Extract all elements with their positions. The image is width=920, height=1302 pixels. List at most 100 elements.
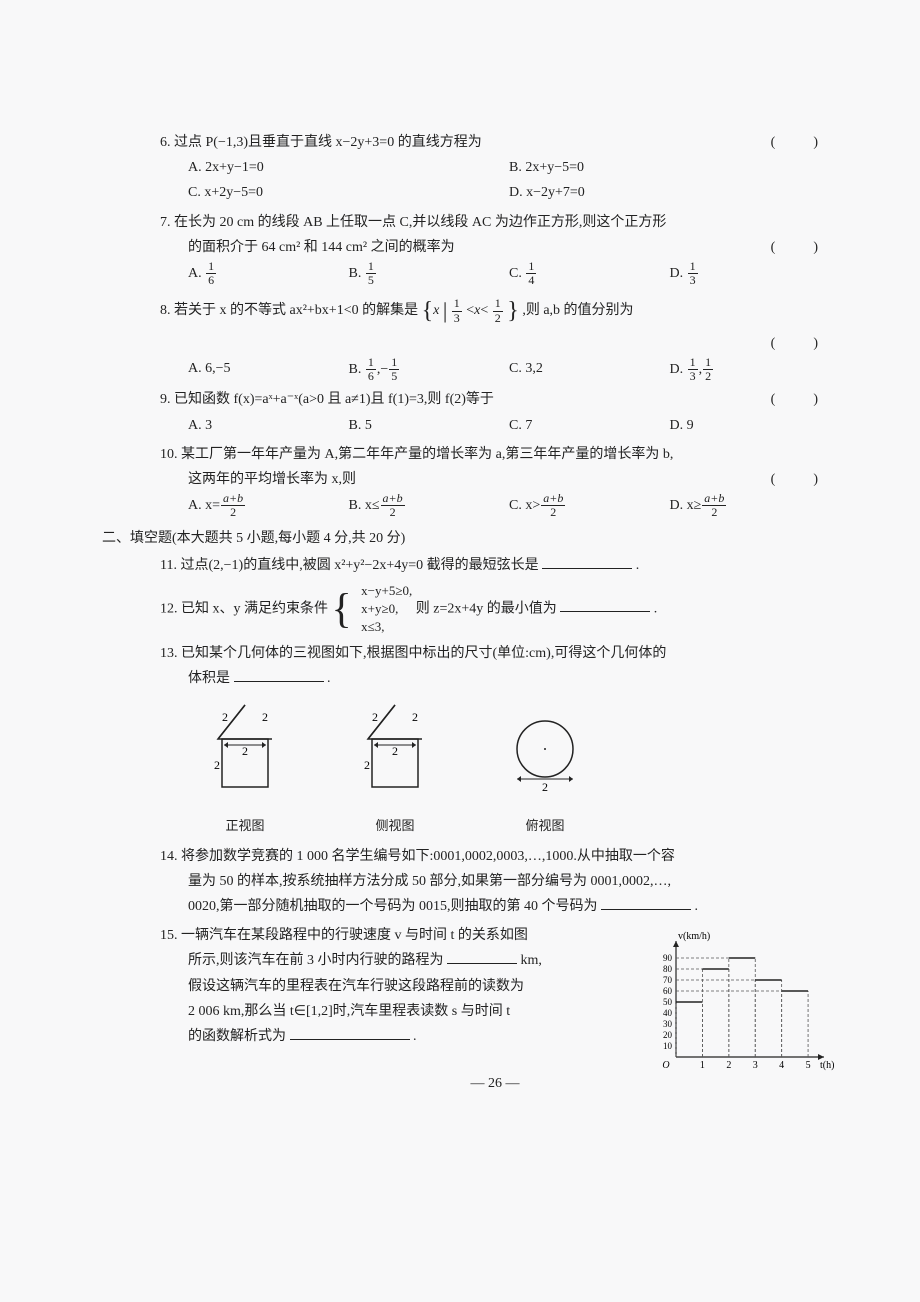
question-13: 13. 已知某个几何体的三视图如下,根据图中标出的尺寸(单位:cm),可得这个几… — [160, 641, 830, 838]
q15-text1: 一辆汽车在某段路程中的行驶速度 v 与时间 t 的关系如图 — [181, 928, 528, 943]
svg-text:20: 20 — [663, 1030, 673, 1040]
q12-text1: 已知 x、y 满足约束条件 — [181, 601, 328, 616]
svg-text:90: 90 — [663, 953, 673, 963]
q10-paren: ( ) — [771, 467, 830, 492]
q7-opt-b: B. 15 — [349, 260, 510, 287]
side-view-figure: 2 2 2 2 侧视图 — [350, 697, 440, 838]
q12-num: 12. — [160, 601, 178, 616]
constraints-block: x−y+5≥0, x+y≥0, x≤3, — [355, 582, 412, 637]
q12-text2: 则 z=2x+4y 的最小值为 — [416, 601, 557, 616]
q9-opt-a: A. 3 — [188, 413, 349, 438]
q12-blank — [560, 598, 650, 612]
section-2-header: 二、填空题(本大题共 5 小题,每小题 4 分,共 20 分) — [102, 526, 830, 551]
svg-text:40: 40 — [663, 1008, 673, 1018]
three-views-row: 2 2 2 2 正视图 2 2 2 — [160, 697, 830, 838]
q8-opt-c: C. 3,2 — [509, 356, 670, 383]
svg-text:v(km/h): v(km/h) — [678, 931, 710, 942]
question-11: 11. 过点(2,−1)的直线中,被圆 x²+y²−2x+4y=0 截得的最短弦… — [160, 553, 830, 578]
svg-text:2: 2 — [222, 710, 228, 724]
q13-period: . — [327, 671, 331, 686]
question-15: 15. 一辆汽车在某段路程中的行驶速度 v 与时间 t 的关系如图 所示,则该汽… — [160, 923, 830, 1049]
q8-opt-a: A. 6,−5 — [188, 356, 349, 383]
q9-opt-d: D. 9 — [670, 413, 831, 438]
svg-text:30: 30 — [663, 1019, 673, 1029]
q6-paren: ( ) — [771, 130, 830, 155]
q14-blank — [601, 896, 691, 910]
svg-text:2: 2 — [262, 710, 268, 724]
q8-text2: ,则 a,b 的值分别为 — [522, 303, 633, 318]
q14-text3: 0020,第一部分随机抽取的一个号码为 0015,则抽取的第 40 个号码为 — [188, 899, 598, 914]
q8-text1: 若关于 x 的不等式 ax²+bx+1<0 的解集是 — [174, 303, 418, 318]
q11-period: . — [636, 558, 640, 573]
question-7: 7. 在长为 20 cm 的线段 AB 上任取一点 C,并以线段 AC 为边作正… — [160, 210, 830, 288]
q7-text1: 在长为 20 cm 的线段 AB 上任取一点 C,并以线段 AC 为边作正方形,… — [174, 215, 666, 230]
q7-num: 7. — [160, 215, 171, 230]
top-view-figure: 2 俯视图 — [500, 697, 590, 838]
q14-text1: 将参加数学竞赛的 1 000 名学生编号如下:0001,0002,0003,…,… — [181, 849, 675, 864]
question-9: 9. 已知函数 f(x)=aˣ+a⁻ˣ(a>0 且 a≠1)且 f(1)=3,则… — [160, 387, 830, 437]
svg-text:2: 2 — [242, 744, 248, 758]
q9-text: 已知函数 f(x)=aˣ+a⁻ˣ(a>0 且 a≠1)且 f(1)=3,则 f(… — [174, 392, 494, 407]
q7-opt-a: A. 16 — [188, 260, 349, 287]
q14-period: . — [695, 899, 699, 914]
q6-num: 6. — [160, 135, 171, 150]
q6-text: 过点 P(−1,3)且垂直于直线 x−2y+3=0 的直线方程为 — [174, 135, 482, 150]
svg-text:2: 2 — [726, 1060, 731, 1071]
q15-text4: 2 006 km,那么当 t∈[1,2]时,汽车里程表读数 s 与时间 t — [188, 1004, 510, 1019]
question-10: 10. 某工厂第一年年产量为 A,第二年年产量的增长率为 a,第三年年产量的增长… — [160, 442, 830, 520]
q8-paren: ( ) — [771, 331, 830, 356]
q11-text: 过点(2,−1)的直线中,被圆 x²+y²−2x+4y=0 截得的最短弦长是 — [180, 558, 538, 573]
q15-text2b: km, — [521, 953, 542, 968]
q12-period: . — [654, 601, 658, 616]
q10-opt-d: D. x≥a+b2 — [670, 492, 831, 519]
question-12: 12. 已知 x、y 满足约束条件 { x−y+5≥0, x+y≥0, x≤3,… — [160, 582, 830, 637]
svg-text:2: 2 — [412, 710, 418, 724]
q7-opt-c: C. 14 — [509, 260, 670, 287]
q11-num: 11. — [160, 558, 177, 573]
front-view-label: 正视图 — [200, 814, 290, 837]
q15-num: 15. — [160, 928, 178, 943]
svg-text:70: 70 — [663, 975, 673, 985]
q9-num: 9. — [160, 392, 171, 407]
svg-text:50: 50 — [663, 997, 673, 1007]
q10-num: 10. — [160, 447, 178, 462]
svg-text:O: O — [662, 1060, 669, 1071]
side-view-label: 侧视图 — [350, 814, 440, 837]
q7-opt-d: D. 13 — [670, 260, 831, 287]
q10-text2: 这两年的平均增长率为 x,则 — [188, 472, 356, 487]
question-14: 14. 将参加数学竞赛的 1 000 名学生编号如下:0001,0002,000… — [160, 844, 830, 920]
q9-opt-c: C. 7 — [509, 413, 670, 438]
q10-text1: 某工厂第一年年产量为 A,第二年年产量的增长率为 a,第三年年产量的增长率为 b… — [181, 447, 673, 462]
q9-opt-b: B. 5 — [349, 413, 510, 438]
q10-opt-c: C. x>a+b2 — [509, 492, 670, 519]
front-view-figure: 2 2 2 2 正视图 — [200, 697, 290, 838]
q15-text3: 假设这辆汽车的里程表在汽车行驶这段路程前的读数为 — [188, 979, 524, 994]
q6-opt-b: B. 2x+y−5=0 — [509, 155, 830, 180]
svg-text:t(h): t(h) — [820, 1060, 834, 1071]
q15-text5a: 的函数解析式为 — [188, 1029, 286, 1044]
q13-blank — [234, 668, 324, 682]
q7-text2: 的面积介于 64 cm² 和 144 cm² 之间的概率为 — [188, 240, 455, 255]
svg-text:2: 2 — [372, 710, 378, 724]
q13-text2: 体积是 — [188, 671, 230, 686]
question-6: 6. 过点 P(−1,3)且垂直于直线 x−2y+3=0 的直线方程为 ( ) … — [160, 130, 830, 206]
q6-opt-d: D. x−2y+7=0 — [509, 180, 830, 205]
svg-text:2: 2 — [542, 780, 548, 794]
svg-text:10: 10 — [663, 1041, 673, 1051]
svg-text:5: 5 — [806, 1060, 811, 1071]
question-8: 8. 若关于 x 的不等式 ax²+bx+1<0 的解集是 {x | 13 <x… — [160, 291, 830, 383]
q8-opt-b: B. 16,−15 — [349, 356, 510, 383]
q15-blank2 — [290, 1026, 410, 1040]
q8-num: 8. — [160, 303, 171, 318]
velocity-time-chart: 10203040506070809012345Ov(km/h)t(h) — [646, 927, 836, 1086]
q14-text2: 量为 50 的样本,按系统抽样方法分成 50 部分,如果第一部分编号为 0001… — [188, 874, 671, 889]
q10-opt-a: A. x=a+b2 — [188, 492, 349, 519]
q10-opt-b: B. x≤a+b2 — [349, 492, 510, 519]
q6-opt-c: C. x+2y−5=0 — [188, 180, 509, 205]
q14-num: 14. — [160, 849, 178, 864]
q13-num: 13. — [160, 646, 178, 661]
q15-blank1 — [447, 950, 517, 964]
q7-paren: ( ) — [771, 235, 830, 260]
q6-opt-a: A. 2x+y−1=0 — [188, 155, 509, 180]
svg-text:3: 3 — [753, 1060, 758, 1071]
